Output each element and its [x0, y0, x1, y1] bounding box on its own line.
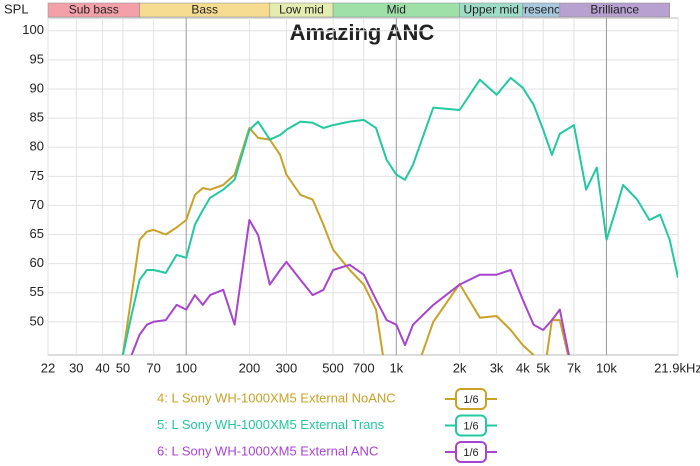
smoothing-label: 1/6 — [463, 420, 478, 432]
x-tick-label: 2k — [453, 360, 467, 375]
series-line — [121, 127, 570, 355]
y-tick-label: 65 — [30, 226, 44, 241]
legend-box — [455, 414, 487, 437]
smoothing-label: 1/6 — [463, 447, 478, 459]
legend-label: 4: L Sony WH-1000XM5 External NoANC — [157, 390, 396, 405]
x-tick-label: 3k — [490, 360, 504, 375]
y-tick-label: 90 — [30, 80, 44, 95]
y-tick-label: 80 — [30, 139, 44, 154]
band-label: Mid — [387, 3, 406, 17]
y-tick-label: 95 — [30, 51, 44, 66]
x-tick-label: 40 — [95, 360, 109, 375]
band — [559, 2, 670, 18]
legend-label: 6: L Sony WH-1000XM5 External ANC — [157, 443, 378, 458]
band-label: Brilliance — [590, 3, 639, 17]
y-tick-label: 50 — [30, 313, 44, 328]
x-tick-label: 100 — [175, 360, 197, 375]
x-tick-label: 21.9kHz — [654, 360, 700, 375]
series-line — [130, 219, 570, 355]
x-tick-label: 500 — [322, 360, 344, 375]
y-tick-label: 75 — [30, 168, 44, 183]
y-tick-label: 100 — [22, 22, 44, 37]
x-tick-label: 7k — [567, 360, 581, 375]
x-tick-label: 30 — [69, 360, 83, 375]
x-tick-label: 1k — [389, 360, 403, 375]
band-label: Presence — [516, 3, 567, 17]
y-tick-label: 60 — [30, 255, 44, 270]
legend-box — [455, 441, 487, 463]
x-tick-label: 300 — [276, 360, 298, 375]
x-tick-label: 200 — [239, 360, 261, 375]
legend-box — [455, 388, 487, 410]
y-axis-label: SPL — [4, 1, 29, 16]
band-label: Low mid — [279, 3, 324, 17]
plot-area — [47, 17, 679, 356]
band-label: Bass — [191, 3, 218, 17]
chart-title: Amazing ANC — [290, 20, 435, 45]
x-tick-label: 700 — [353, 360, 375, 375]
x-tick-label: 50 — [116, 360, 130, 375]
series-line — [121, 76, 678, 355]
x-tick-label: 22 — [41, 360, 55, 375]
x-tick-label: 5k — [536, 360, 550, 375]
y-tick-label: 85 — [30, 110, 44, 125]
legend-label: 5: L Sony WH-1000XM5 External Trans — [157, 417, 385, 432]
smoothing-label: 1/6 — [463, 394, 478, 406]
x-tick-label: 10k — [596, 360, 617, 375]
x-tick-label: 70 — [146, 360, 160, 375]
band-label: Sub bass — [69, 3, 119, 17]
band-label: Upper mid — [464, 3, 519, 17]
x-tick-label: 4k — [516, 360, 530, 375]
y-tick-label: 70 — [30, 197, 44, 212]
y-tick-label: 55 — [30, 284, 44, 299]
